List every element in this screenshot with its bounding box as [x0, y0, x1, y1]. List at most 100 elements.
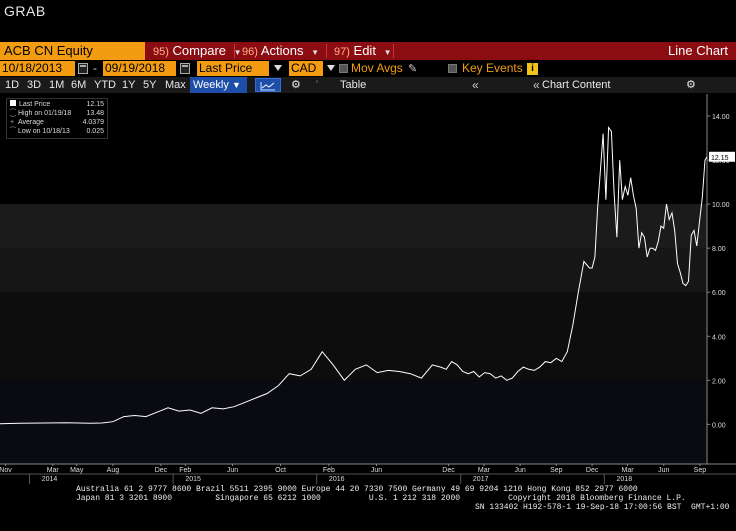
x-tick-label: Sep	[694, 467, 707, 474]
x-tick-label: Mar	[478, 467, 491, 474]
last-price-tag-label: 12.15	[711, 155, 729, 162]
y-tick-label: 10.00	[712, 202, 730, 209]
chevron-down-icon[interactable]	[327, 65, 335, 71]
series-line-last-price[interactable]	[0, 126, 708, 425]
legend-label: Low on 10/18/13	[18, 128, 70, 135]
x-tick-label: Jun	[658, 467, 669, 474]
compare-code: 95)	[153, 46, 169, 58]
x-tick-label: Jun	[227, 467, 238, 474]
actions-code: 96)	[242, 46, 258, 58]
app-title: GRAB	[4, 3, 46, 19]
period-6m[interactable]: 6M	[71, 79, 87, 91]
series-swatch	[10, 100, 16, 106]
period-3d[interactable]: 3D	[27, 79, 42, 91]
mov-avgs-checkbox[interactable]	[339, 64, 348, 73]
info-icon[interactable]: i	[527, 63, 538, 75]
last-price-tag	[709, 151, 735, 162]
key-events-label[interactable]: Key Events	[462, 61, 523, 75]
period-1m[interactable]: 1M	[49, 79, 65, 91]
actions-button[interactable]: 96) Actions ▼	[238, 42, 319, 60]
security-ticker-field[interactable]: ACB CN Equity	[0, 42, 145, 60]
legend-label: High on 01/19/18	[18, 110, 72, 117]
legend-row-last: Last Price 12.15	[10, 100, 104, 109]
x-tick-label: May	[70, 467, 84, 474]
x-tick-label: Jun	[371, 467, 382, 474]
x-tick-label: Mar	[47, 467, 60, 474]
menu-divider	[393, 44, 394, 58]
chart-band	[0, 204, 707, 249]
legend-value: 12.15	[86, 101, 104, 108]
x-tick-label: Dec	[442, 467, 455, 474]
line-chart-type-button[interactable]	[255, 78, 281, 92]
year-label: 2017	[473, 476, 489, 483]
chevron-down-icon: ▼	[383, 48, 392, 57]
expand-left-icon[interactable]: «	[533, 78, 540, 92]
year-label: 2018	[617, 476, 633, 483]
pencil-icon[interactable]: ✎	[408, 63, 418, 75]
chart-band	[0, 248, 707, 293]
x-tick-label: Nov	[0, 467, 12, 474]
low-marker-icon: ⁀	[10, 128, 16, 135]
chevron-down-icon: ▼	[231, 80, 241, 90]
price-chart[interactable]: 14.0012.0010.008.006.004.002.000.00NovMa…	[0, 94, 736, 484]
chevron-down-icon: ▼	[311, 48, 319, 57]
date-range-dash: -	[93, 61, 97, 75]
gear-icon[interactable]: ⚙	[686, 79, 696, 91]
separator-tick-icon: '	[316, 79, 319, 91]
chart-style-icon[interactable]: ⚙	[291, 79, 301, 91]
x-tick-label: Aug	[107, 467, 120, 474]
period-1y[interactable]: 1Y	[122, 79, 136, 91]
chart-band	[0, 380, 707, 464]
mov-avgs-label[interactable]: Mov Avgs	[351, 61, 403, 75]
x-tick-label: Jun	[514, 467, 525, 474]
title-bar: ACB CN Equity 95) Compare ▼ 96) Actions …	[0, 42, 736, 60]
legend-label: Average	[18, 119, 44, 126]
footer-contacts-1: Australia 61 2 9777 8600 Brazil 5511 239…	[76, 485, 638, 494]
compare-button[interactable]: 95) Compare ▼	[149, 42, 242, 60]
period-bar: 1D 3D 1M 6M YTD 1Y 5Y Max Weekly ▼ ⚙ ' T…	[0, 77, 736, 93]
legend-row-low: ⁀ Low on 10/18/13 0.025	[10, 127, 104, 136]
edit-button[interactable]: 97) Edit ▼	[330, 42, 391, 60]
settings-bar: 10/18/2013 - 09/19/2018 Last Price CAD M…	[0, 61, 736, 77]
compare-label: Compare	[172, 43, 226, 58]
price-field-select[interactable]: Last Price	[197, 61, 269, 76]
year-label: 2015	[185, 476, 201, 483]
calendar-icon[interactable]	[78, 63, 88, 74]
line-chart-icon	[260, 82, 275, 91]
view-title: Line Chart	[668, 43, 728, 58]
legend-label: Last Price	[19, 101, 51, 108]
x-tick-label: Feb	[323, 467, 335, 474]
x-tick-label: Dec	[586, 467, 599, 474]
legend-value: 13.48	[86, 110, 104, 117]
footer-stamp: SN 133402 H192-578-1 19-Sep-18 17:00:56 …	[475, 503, 730, 512]
legend-value: 0.025	[86, 128, 104, 135]
chart-content-button[interactable]: Chart Content	[542, 79, 611, 91]
table-button[interactable]: Table	[340, 79, 367, 91]
start-date-field[interactable]: 10/18/2013	[0, 61, 75, 76]
y-tick-label: 6.00	[712, 290, 726, 297]
x-tick-label: Sep	[550, 467, 563, 474]
end-date-field[interactable]: 09/19/2018	[103, 61, 176, 76]
y-tick-label: 8.00	[712, 246, 726, 253]
collapse-left-icon[interactable]: «	[472, 78, 479, 92]
y-tick-label: 4.00	[712, 334, 726, 341]
y-tick-label: 0.00	[712, 422, 726, 429]
actions-label: Actions	[260, 43, 304, 58]
chart-band	[0, 292, 707, 381]
footer-contacts-2: Japan 81 3 3201 8900 Singapore 65 6212 1…	[76, 494, 686, 503]
frequency-select[interactable]: Weekly ▼	[190, 77, 247, 93]
legend-row-high: ⁐ High on 01/19/18 13.48	[10, 109, 104, 118]
menu-divider	[234, 44, 235, 58]
chevron-down-icon[interactable]	[274, 65, 282, 71]
calendar-icon[interactable]	[180, 63, 190, 74]
period-5y[interactable]: 5Y	[143, 79, 157, 91]
period-ytd[interactable]: YTD	[94, 79, 116, 91]
chevron-down-icon: ▼	[233, 48, 242, 57]
period-1d[interactable]: 1D	[5, 79, 20, 91]
currency-select[interactable]: CAD	[289, 61, 323, 76]
period-max[interactable]: Max	[165, 79, 186, 91]
legend-row-average: + Average 4.0379	[10, 118, 104, 127]
key-events-checkbox[interactable]	[448, 64, 457, 73]
x-tick-label: Feb	[179, 467, 191, 474]
x-tick-label: Oct	[275, 467, 286, 474]
